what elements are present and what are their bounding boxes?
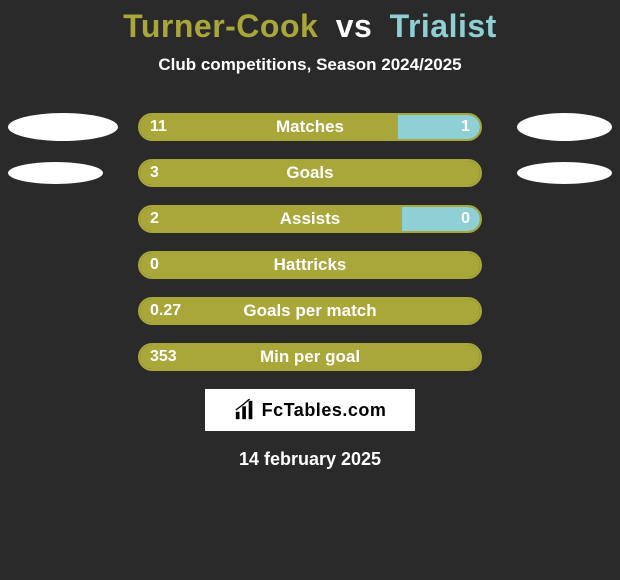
stat-bar-left-fill (140, 253, 480, 277)
player-oval-left (8, 113, 118, 141)
stat-bar-left-fill (140, 115, 398, 139)
logo-box: FcTables.com (205, 389, 415, 431)
stat-bar-left-fill (140, 299, 480, 323)
stat-bar-left-fill (140, 345, 480, 369)
stat-row: 0Hattricks (0, 251, 620, 279)
stat-value-right: 1 (461, 118, 470, 136)
stat-bar-track (138, 205, 482, 233)
player-oval-left (8, 162, 103, 184)
player2-name: Trialist (390, 8, 497, 44)
player1-name: Turner-Cook (123, 8, 318, 44)
stat-bar-track (138, 159, 482, 187)
stat-bar-track (138, 113, 482, 141)
bar-chart-icon (234, 399, 256, 421)
stat-value-left: 0 (150, 256, 159, 274)
stat-bar-left-fill (140, 161, 480, 185)
stat-row: 111Matches (0, 113, 620, 141)
stat-value-right: 0 (461, 210, 470, 228)
subtitle: Club competitions, Season 2024/2025 (0, 55, 620, 75)
stat-value-left: 0.27 (150, 302, 181, 320)
stat-value-left: 3 (150, 164, 159, 182)
stat-value-left: 11 (150, 118, 167, 136)
stat-row: 353Min per goal (0, 343, 620, 371)
comparison-title: Turner-Cook vs Trialist (0, 0, 620, 45)
stat-row: 3Goals (0, 159, 620, 187)
stat-row: 20Assists (0, 205, 620, 233)
stat-value-left: 2 (150, 210, 159, 228)
player-oval-right (517, 162, 612, 184)
stats-area: 111Matches3Goals20Assists0Hattricks0.27G… (0, 113, 620, 371)
stat-row: 0.27Goals per match (0, 297, 620, 325)
stat-bar-track (138, 297, 482, 325)
player-oval-right (517, 113, 612, 141)
stat-value-left: 353 (150, 348, 177, 366)
date-text: 14 february 2025 (0, 449, 620, 470)
logo-text: FcTables.com (262, 400, 387, 421)
vs-text: vs (336, 8, 373, 44)
stat-bar-left-fill (140, 207, 402, 231)
stat-bar-track (138, 343, 482, 371)
stat-bar-track (138, 251, 482, 279)
